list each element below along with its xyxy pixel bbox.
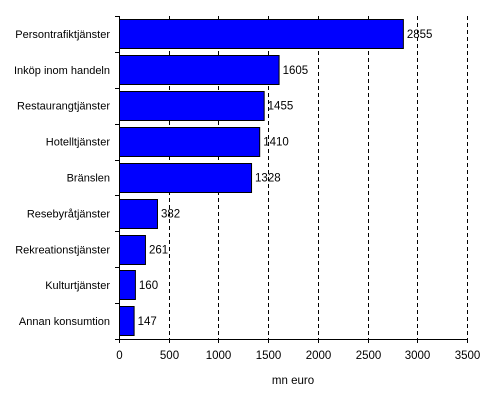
- category-label: Hotelltjänster: [46, 137, 111, 149]
- x-tick-label: 500: [160, 350, 179, 362]
- bar-6: [119, 199, 158, 229]
- category-label: Inköp inom handeln: [14, 65, 110, 77]
- bar-5: [119, 163, 253, 193]
- category-label: Resebyråtjänster: [27, 208, 110, 220]
- x-tick-labels: 0 500 1000 1500 2000 2500 3000 3500: [116, 350, 480, 362]
- data-label: 1410: [263, 137, 289, 149]
- data-label: 160: [139, 280, 158, 292]
- data-label: 382: [161, 208, 180, 220]
- value-labels: 2855 1605 1455 1410 1328 382 261 160 147: [138, 29, 433, 328]
- bars: [119, 19, 404, 336]
- x-tick-label: 3000: [405, 350, 431, 362]
- data-label: 261: [149, 244, 168, 256]
- x-tick-label: 1500: [256, 350, 282, 362]
- category-label: Restaurangtjänster: [17, 101, 110, 113]
- data-label: 1328: [255, 173, 281, 185]
- bar-8: [119, 270, 136, 300]
- bar-4: [119, 127, 261, 157]
- category-label: Annan konsumtion: [19, 316, 110, 328]
- data-label: 147: [138, 316, 157, 328]
- x-tick-label: 1000: [206, 350, 232, 362]
- data-label: 1455: [268, 101, 294, 113]
- category-label: Kulturtjänster: [45, 280, 110, 292]
- x-tick-label: 3500: [455, 350, 481, 362]
- bar-2: [119, 55, 280, 85]
- category-label: Rekreationstjänster: [15, 244, 110, 256]
- data-label: 2855: [407, 29, 433, 41]
- x-tick-label: 2000: [306, 350, 332, 362]
- category-labels: Persontrafiktjänster Inköp inom handeln Re…: [14, 29, 110, 328]
- category-label: Persontrafiktjänster: [15, 29, 110, 41]
- data-label: 1605: [283, 65, 309, 77]
- x-tick-label: 0: [116, 350, 122, 362]
- category-label: Bränslen: [67, 173, 110, 185]
- x-tick-label: 2500: [356, 350, 382, 362]
- bar-3: [119, 91, 265, 121]
- x-axis-title: mn euro: [272, 375, 314, 387]
- bar-1: [119, 19, 404, 49]
- axes: [115, 16, 468, 343]
- bar-7: [119, 235, 146, 265]
- bar-9: [119, 306, 135, 336]
